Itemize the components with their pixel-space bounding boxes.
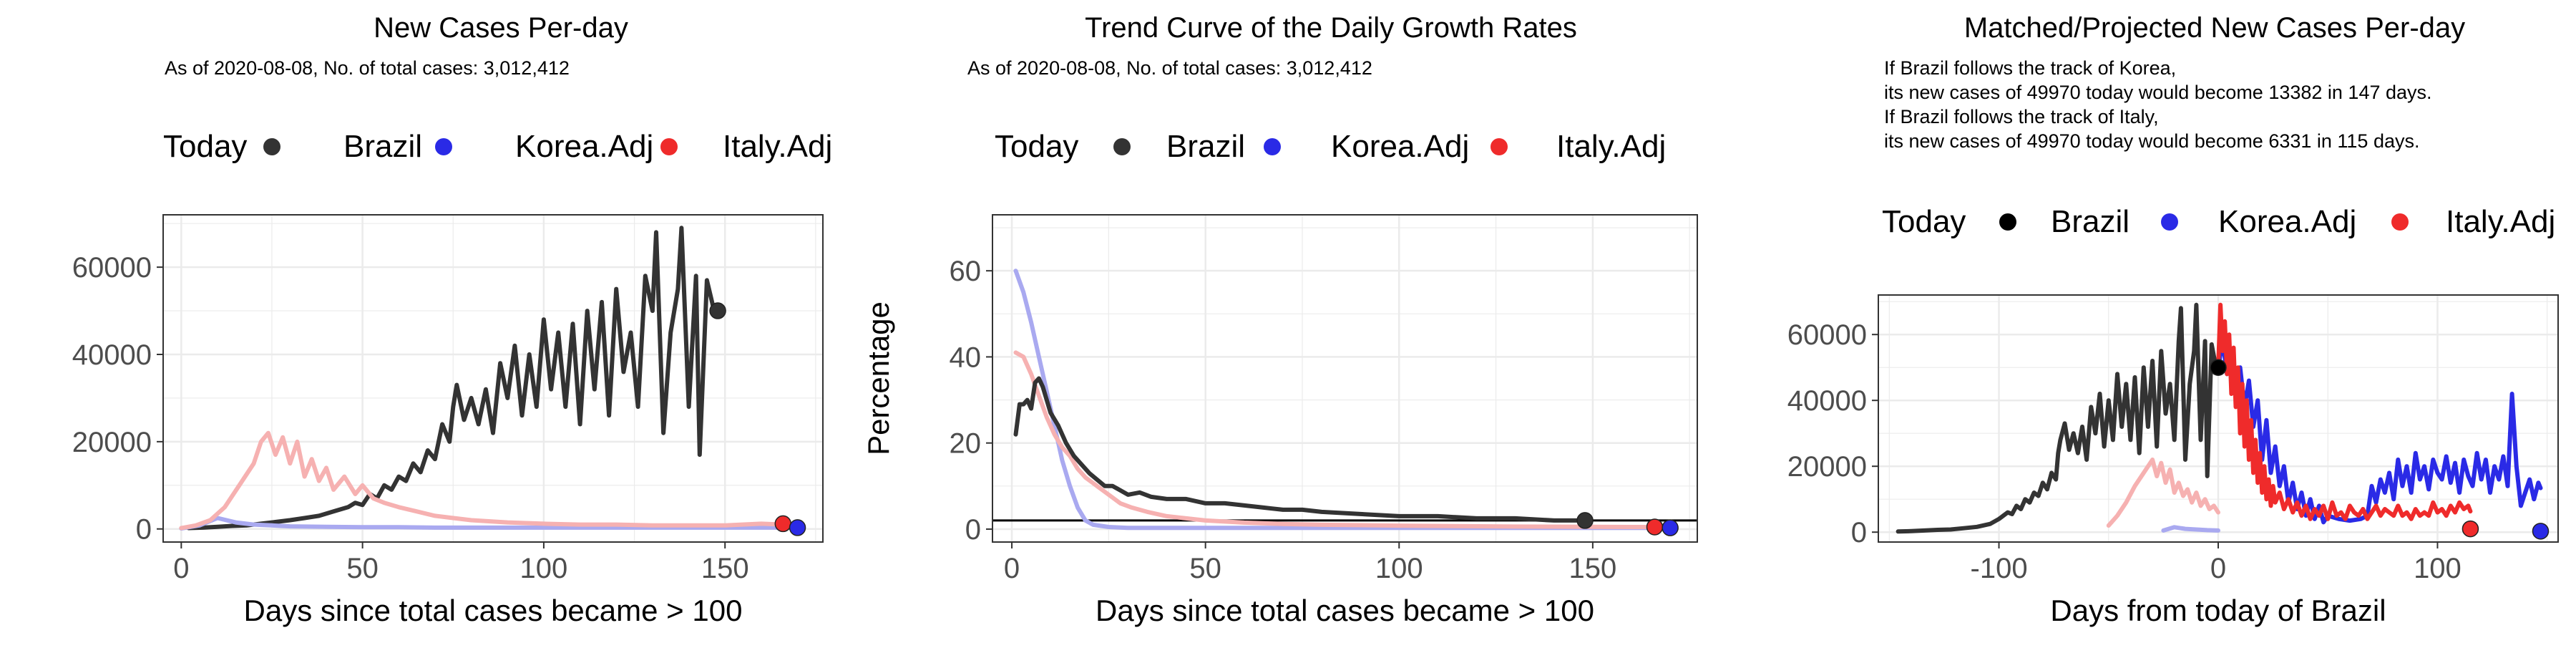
- legend-label: Brazil: [2051, 204, 2129, 239]
- x-tick-label: 50: [346, 553, 379, 584]
- plot-area: [992, 215, 1697, 542]
- y-tick-label: 60000: [1787, 319, 1867, 351]
- legend-marker: [435, 138, 452, 155]
- y-tick-label: 40: [950, 342, 982, 373]
- series-line-brazil: [186, 226, 721, 531]
- y-tick-label: 0: [1851, 517, 1867, 548]
- chart-subtitle: As of 2020-08-08, No. of total cases: 3,…: [967, 57, 1372, 79]
- today-point-brazil: [2210, 359, 2227, 376]
- legend-marker: [1999, 213, 2016, 231]
- legend: Today Brazil Korea.Adj Italy.Adj: [163, 129, 832, 164]
- today-point-italy-adj: [774, 515, 792, 533]
- chart-title: Trend Curve of the Daily Growth Rates: [1085, 12, 1577, 44]
- x-tick-label: 0: [2210, 553, 2226, 584]
- legend: Today Brazil Korea.Adj Italy.Adj: [995, 129, 1666, 164]
- x-axis-label: Days since total cases became > 100: [1096, 594, 1594, 627]
- today-point-brazil: [709, 302, 726, 319]
- today-point-italy-adj: [1646, 518, 1664, 536]
- chart-title: New Cases Per-day: [374, 12, 628, 44]
- legend-marker: [2391, 213, 2409, 231]
- series-line-italy-past: [2106, 458, 2220, 528]
- x-axis-label: Days from today of Brazil: [2050, 594, 2386, 627]
- series-line-italy-adj: [1013, 350, 1661, 529]
- today-point-brazil: [1576, 512, 1594, 529]
- series-line-brazil: [1013, 376, 1587, 523]
- legend-marker: [1113, 138, 1131, 155]
- y-tick-label: 20000: [1787, 451, 1867, 483]
- x-tick-label: -100: [1971, 553, 2028, 584]
- today-point-korea-adj: [789, 519, 806, 536]
- y-tick-label: 60000: [72, 252, 152, 284]
- y-axis-label: Percentage: [862, 301, 895, 455]
- series-line-korea-adj: [1013, 269, 1673, 531]
- legend-label: Italy.Adj: [1556, 129, 1666, 164]
- series-group: [1896, 302, 2543, 534]
- series-line-brazil: [1896, 302, 2220, 534]
- y-tick-label: 60: [950, 256, 982, 287]
- series-group: [179, 226, 796, 531]
- x-axis-label: Days since total cases became > 100: [244, 594, 743, 627]
- chart-panel-3: Matched/Projected New Cases Per-day If Br…: [1787, 12, 2559, 627]
- plot-border: [162, 214, 824, 543]
- series-line-korea-past: [2161, 525, 2220, 533]
- x-tick-label: 100: [2414, 553, 2462, 584]
- y-tick-label: 20000: [72, 427, 152, 458]
- legend: Today Brazil Korea.Adj Italy.Adj: [1882, 204, 2555, 239]
- today-point-korea-adj: [2532, 523, 2550, 540]
- legend-label: Brazil: [343, 129, 422, 164]
- legend-label: Italy.Adj: [2446, 204, 2555, 239]
- today-point-korea-adj: [1662, 519, 1679, 536]
- legend-label: Italy.Adj: [723, 129, 832, 164]
- x-tick-label: 0: [1004, 553, 1020, 584]
- legend-title: Today: [163, 129, 247, 164]
- series-line-italy-adj: [179, 430, 786, 531]
- x-tick-label: 100: [1375, 553, 1423, 584]
- legend-title: Today: [1882, 204, 1966, 239]
- chart-subtitle-line: its new cases of 49970 today would becom…: [1884, 130, 2420, 152]
- legend-label: Korea.Adj: [515, 129, 653, 164]
- legend-title: Today: [995, 129, 1078, 164]
- x-tick-label: 150: [701, 553, 749, 584]
- series-line-korea-projected: [2216, 339, 2543, 525]
- legend-marker: [1264, 138, 1281, 155]
- y-tick-label: 20: [950, 428, 982, 460]
- legend-label: Brazil: [1166, 129, 1245, 164]
- series-line-korea-adj: [179, 516, 796, 531]
- legend-marker: [660, 138, 678, 155]
- x-tick-label: 150: [1568, 553, 1616, 584]
- legend-marker: [263, 138, 280, 155]
- chart-subtitle-line: its new cases of 49970 today would becom…: [1884, 82, 2432, 103]
- x-tick-label: 50: [1189, 553, 1221, 584]
- chart-title: Matched/Projected New Cases Per-day: [1964, 12, 2465, 44]
- chart-panel-2: Trend Curve of the Daily Growth Rates As …: [862, 12, 1698, 627]
- plot-area: [163, 215, 823, 542]
- legend-marker: [1491, 138, 1508, 155]
- series-line-italy-projected: [2216, 302, 2473, 521]
- chart-subtitle: As of 2020-08-08, No. of total cases: 3,…: [165, 57, 570, 79]
- chart-panel-1: New Cases Per-day As of 2020-08-08, No. o…: [72, 12, 832, 627]
- y-tick-label: 0: [965, 514, 981, 546]
- plot-border: [992, 214, 1698, 543]
- legend-marker: [2161, 213, 2178, 231]
- y-tick-label: 40000: [1787, 385, 1867, 417]
- legend-label: Korea.Adj: [1331, 129, 1469, 164]
- chart-subtitle-line: If Brazil follows the track of Korea,: [1884, 57, 2176, 79]
- y-tick-label: 40000: [72, 339, 152, 371]
- today-point-italy-adj: [2462, 520, 2479, 538]
- x-tick-label: 100: [520, 553, 568, 584]
- x-tick-label: 0: [173, 553, 189, 584]
- chart-subtitle-line: If Brazil follows the track of Italy,: [1884, 106, 2159, 127]
- y-tick-label: 0: [136, 514, 152, 546]
- legend-label: Korea.Adj: [2218, 204, 2356, 239]
